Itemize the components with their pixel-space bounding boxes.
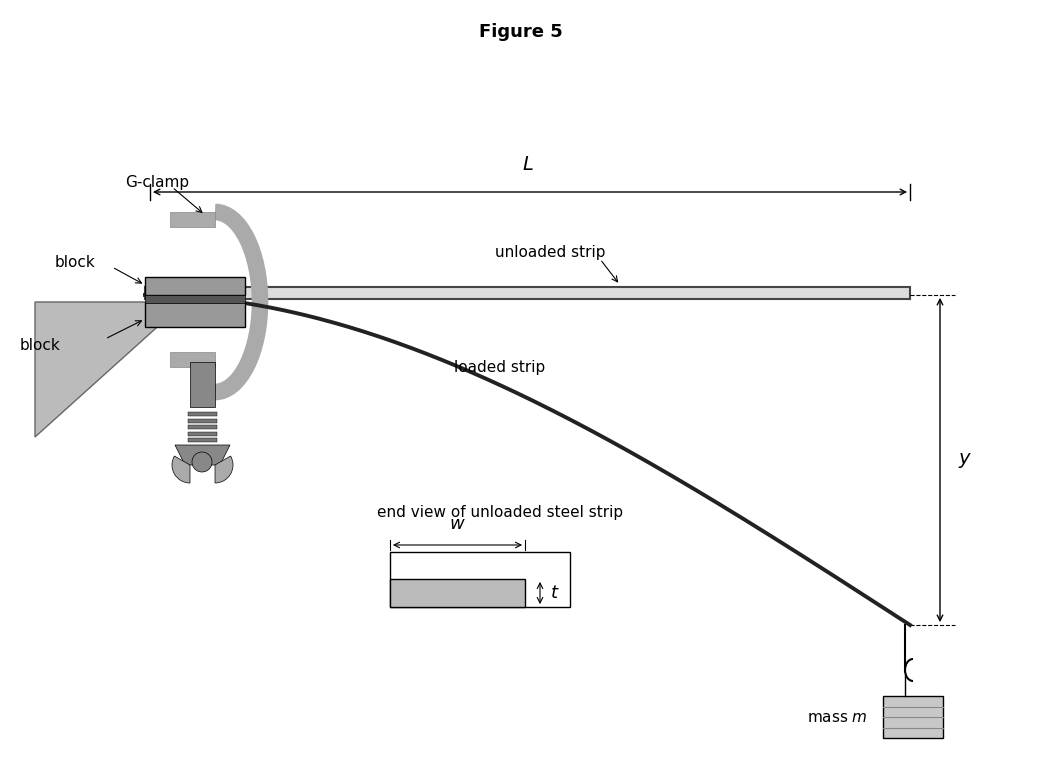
- Text: block: block: [20, 338, 60, 353]
- Polygon shape: [175, 445, 230, 465]
- Bar: [188, 431, 217, 435]
- Text: end view of unloaded steel strip: end view of unloaded steel strip: [377, 504, 623, 519]
- Bar: [170, 352, 215, 367]
- Text: $y$: $y$: [958, 450, 972, 469]
- Text: G-clamp: G-clamp: [125, 175, 190, 189]
- Bar: [390, 579, 525, 607]
- Bar: [145, 302, 245, 327]
- Text: $L$: $L$: [522, 155, 534, 174]
- Bar: [170, 212, 215, 227]
- Bar: [188, 412, 217, 416]
- Text: unloaded strip: unloaded strip: [495, 245, 605, 260]
- Bar: [145, 295, 245, 303]
- Text: $w$: $w$: [449, 515, 466, 533]
- Text: mass $m$: mass $m$: [808, 709, 868, 724]
- Bar: [883, 696, 943, 738]
- Bar: [145, 277, 245, 295]
- Text: loaded strip: loaded strip: [454, 360, 546, 375]
- Bar: [145, 287, 910, 299]
- Bar: [390, 552, 570, 607]
- Text: Figure 5: Figure 5: [479, 23, 563, 41]
- Wedge shape: [172, 456, 190, 483]
- Bar: [188, 425, 217, 429]
- Circle shape: [192, 452, 212, 472]
- Bar: [190, 362, 215, 407]
- Wedge shape: [215, 456, 233, 483]
- Text: $t$: $t$: [550, 584, 560, 602]
- Text: block: block: [55, 254, 96, 269]
- Bar: [188, 419, 217, 422]
- Polygon shape: [35, 302, 185, 437]
- Bar: [188, 438, 217, 442]
